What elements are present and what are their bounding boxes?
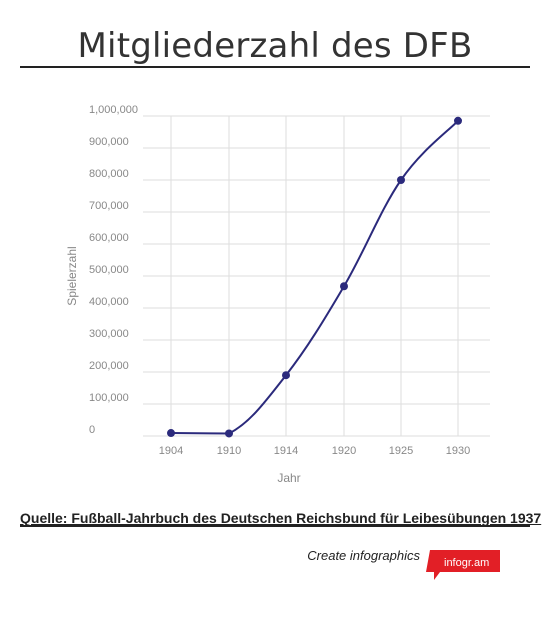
- horizontal-gridlines: [143, 115, 490, 437]
- title-divider: [20, 66, 530, 68]
- x-tick-label: 1904: [159, 445, 183, 457]
- data-points: [167, 116, 462, 438]
- source-divider: [20, 525, 530, 527]
- series-line: [170, 120, 459, 435]
- y-tick-label: 800,000: [89, 168, 129, 180]
- y-tick-label: 0: [89, 424, 95, 436]
- infogram-logo[interactable]: [426, 550, 500, 580]
- infogram-logo-text: infogr.am: [444, 557, 490, 569]
- vertical-gridlines: [170, 116, 459, 436]
- data-point: [282, 371, 290, 380]
- data-point: [225, 429, 233, 438]
- x-axis-tick-labels: 1904 1910 1914 1920 1925 1930: [159, 445, 470, 457]
- x-tick-label: 1914: [274, 445, 298, 457]
- data-point: [340, 282, 348, 291]
- line-chart: 0 100,000 200,000 300,000 400,000 500,000 600,…: [65, 104, 490, 485]
- chart-title: Mitgliederzahl des DFB: [77, 26, 473, 66]
- x-tick-label: 1920: [332, 445, 356, 457]
- data-point: [167, 429, 175, 438]
- data-point: [397, 176, 405, 184]
- x-tick-label: 1925: [389, 445, 413, 457]
- y-axis-label: Spielerzahl: [65, 246, 79, 305]
- y-tick-label: 1,000,000: [89, 104, 138, 116]
- y-tick-label: 700,000: [89, 200, 129, 212]
- source-link[interactable]: Quelle: Fußball-Jahrbuch des Deutschen R…: [20, 510, 542, 526]
- y-tick-label: 500,000: [89, 264, 129, 276]
- y-tick-label: 600,000: [89, 232, 129, 244]
- y-tick-label: 200,000: [89, 360, 129, 372]
- x-tick-label: 1910: [217, 445, 241, 457]
- infogram-logo-shape: [426, 550, 500, 580]
- y-tick-label: 400,000: [89, 296, 129, 308]
- y-tick-label: 900,000: [89, 136, 129, 148]
- x-tick-label: 1930: [446, 445, 470, 457]
- y-tick-label: 300,000: [89, 328, 129, 340]
- y-axis-tick-labels: 0 100,000 200,000 300,000 400,000 500,000 600,…: [89, 104, 138, 436]
- y-tick-label: 100,000: [89, 392, 129, 404]
- data-point: [454, 116, 462, 125]
- create-infographics-link[interactable]: Create infographics: [307, 548, 420, 563]
- x-axis-label: Jahr: [277, 471, 300, 485]
